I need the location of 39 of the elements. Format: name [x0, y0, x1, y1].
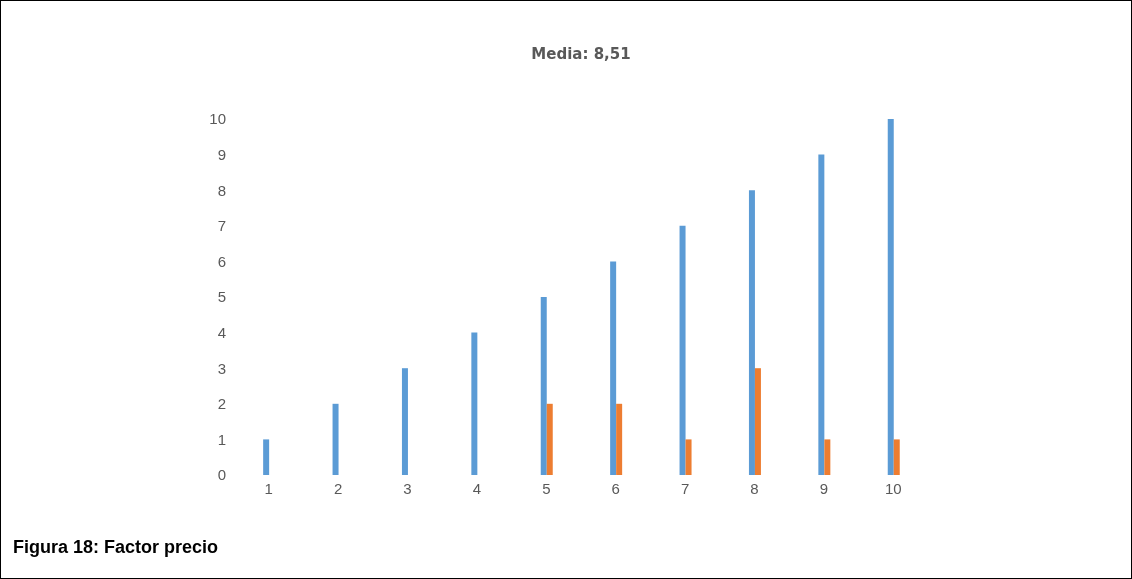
y-tick-label: 3 — [217, 359, 226, 377]
bar — [754, 368, 761, 475]
y-tick-label: 6 — [217, 252, 226, 270]
x-tick-label: 4 — [472, 479, 482, 497]
y-tick-label: 5 — [217, 288, 226, 306]
bar — [616, 403, 623, 475]
y-tick-label: 8 — [217, 181, 226, 199]
x-tick-label: 8 — [750, 479, 759, 497]
bar — [332, 403, 339, 475]
bar — [679, 225, 686, 475]
x-tick-label: 10 — [884, 479, 902, 497]
y-tick-label: 9 — [217, 145, 226, 163]
x-tick-label: 5 — [542, 479, 551, 497]
bar — [824, 439, 831, 475]
bar — [818, 154, 825, 475]
x-tick-label: 7 — [680, 479, 690, 497]
bar — [471, 332, 478, 475]
bar — [546, 403, 553, 475]
bar — [685, 439, 692, 475]
bar — [610, 261, 617, 475]
text: Figura 18: Factor precio — [13, 537, 219, 558]
chart-title: Media: 8,51 — [530, 45, 632, 63]
x-tick-label: 3 — [403, 479, 412, 497]
bar — [263, 439, 270, 475]
y-tick-label: 7 — [217, 217, 226, 235]
y-tick-label: 4 — [217, 323, 226, 341]
bar — [748, 190, 755, 475]
bar — [893, 439, 900, 475]
y-tick-label: 1 — [217, 430, 226, 448]
y-tick-label: 2 — [217, 395, 226, 413]
x-tick-label: 9 — [819, 479, 829, 497]
y-tick-label: 10 — [209, 110, 226, 128]
bar — [887, 119, 894, 475]
bar — [401, 368, 408, 475]
x-tick-label: 1 — [264, 479, 273, 497]
x-tick-label: 6 — [611, 479, 620, 497]
y-tick-label: 0 — [217, 466, 226, 484]
bar — [540, 297, 547, 475]
x-tick-label: 2 — [333, 479, 343, 497]
